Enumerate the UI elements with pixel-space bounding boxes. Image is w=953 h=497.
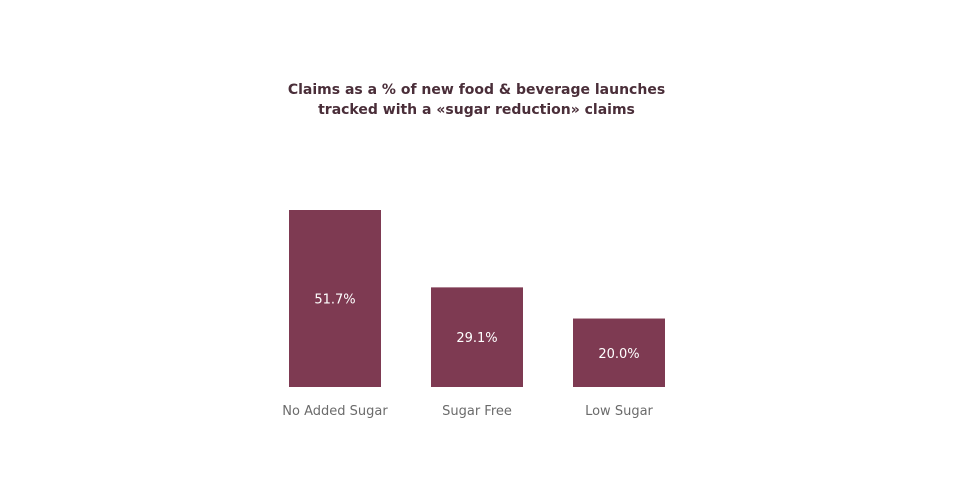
bar-sugar-free — [431, 287, 523, 387]
chart-title-line-2: tracked with a «sugar reduction» claims — [318, 102, 635, 118]
bar-value-label: 29.1% — [456, 331, 497, 346]
category-label: Sugar Free — [442, 404, 512, 419]
chart-title-line-1: Claims as a % of new food & beverage lau… — [287, 82, 666, 98]
bar-value-label: 51.7% — [314, 293, 355, 308]
bar-low-sugar — [573, 318, 665, 387]
chart-title: Claims as a % of new food & beverage lau… — [0, 80, 953, 120]
category-label: No Added Sugar — [282, 404, 388, 419]
bar-no-added-sugar — [289, 210, 381, 387]
category-label: Low Sugar — [585, 404, 653, 419]
bar-value-label: 20.0% — [598, 347, 639, 362]
